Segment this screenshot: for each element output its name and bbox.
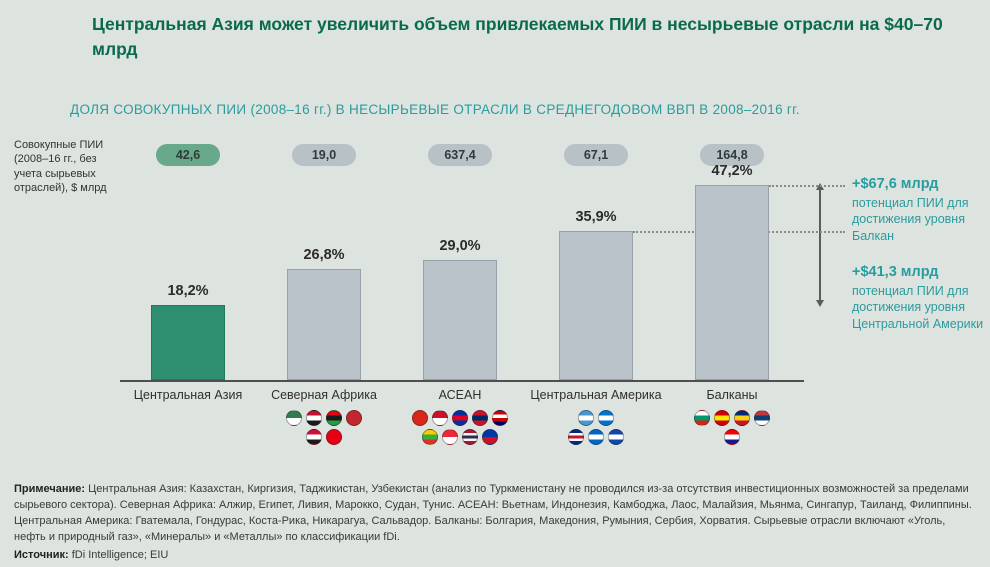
flag-icon — [588, 429, 604, 445]
flag-row — [521, 410, 671, 426]
flag-icon — [754, 410, 770, 426]
flag-icon — [346, 410, 362, 426]
dotted-line-balkans-level — [769, 184, 845, 187]
bar-central-america — [559, 231, 633, 380]
flag-icon — [306, 429, 322, 445]
flag-icon — [286, 410, 302, 426]
annotation-central-america-potential: +$41,3 млрд потенциал ПИИ для достижения… — [852, 264, 986, 332]
footnote: Примечание: Центральная Азия: Казахстан,… — [14, 482, 976, 564]
note-label: Примечание: — [14, 483, 86, 495]
flag-icon — [608, 429, 624, 445]
note-line: Примечание: Центральная Азия: Казахстан,… — [14, 482, 976, 546]
flag-group-balkans — [657, 410, 807, 448]
flag-icon — [568, 429, 584, 445]
category-label-asean: АСЕАН — [438, 388, 482, 402]
flag-row — [385, 410, 535, 426]
flag-icon — [452, 410, 468, 426]
category-label-central-america: Центральная Америка — [530, 388, 662, 402]
flag-icon — [578, 410, 594, 426]
flag-icon — [412, 410, 428, 426]
flag-icon — [598, 410, 614, 426]
flag-icon — [472, 410, 488, 426]
bar-balkans — [695, 184, 769, 380]
flag-icon — [326, 429, 342, 445]
flag-icon — [492, 410, 508, 426]
flag-icon — [422, 429, 438, 445]
flag-icon — [326, 410, 342, 426]
flag-row — [249, 429, 399, 445]
bar-asean — [423, 259, 497, 380]
flag-icon — [482, 429, 498, 445]
arrowhead-down-icon — [816, 299, 824, 307]
flag-icon — [462, 429, 478, 445]
flag-icon — [442, 429, 458, 445]
value-label-central-asia: 18,2% — [167, 282, 209, 299]
pill-total-fdi-balkans: 164,8 — [700, 144, 764, 166]
bar-north-africa — [287, 269, 361, 380]
pill-total-fdi-central-asia: 42,6 — [156, 144, 220, 166]
source-text: fDi Intelligence; EIU — [71, 548, 169, 561]
flag-row — [521, 429, 671, 445]
bar-plot: 18,2% 26,8% 29,0% 35,9% 47,2% — [120, 163, 845, 382]
value-label-asean: 29,0% — [439, 237, 481, 254]
chart-title: ДОЛЯ СОВОКУПНЫХ ПИИ (2008–16 гг.) В НЕСЫ… — [70, 102, 800, 117]
annotation-text: потенциал ПИИ для достижения уровня Балк… — [852, 196, 969, 243]
flag-group-asean — [385, 410, 535, 448]
category-label-north-africa: Северная Африка — [271, 388, 377, 402]
flag-row — [249, 410, 399, 426]
flag-icon — [432, 410, 448, 426]
flag-icon — [306, 410, 322, 426]
category-label-balkans: Балканы — [706, 388, 758, 402]
flag-row — [657, 429, 807, 445]
potential-range-arrow — [816, 182, 824, 307]
flag-icon — [694, 410, 710, 426]
value-label-balkans: 47,2% — [711, 162, 753, 179]
flag-icon — [724, 429, 740, 445]
pill-total-fdi-asean: 637,4 — [428, 144, 492, 166]
flag-group-central-america — [521, 410, 671, 448]
annotation-text: потенциал ПИИ для достижения уровня Цент… — [852, 284, 984, 331]
source-line: Источник: fDi Intelligence; EIU — [14, 548, 976, 564]
annotation-value: +$67,6 млрд — [852, 176, 939, 192]
annotation-balkans-potential: +$67,6 млрд потенциал ПИИ для достижения… — [852, 176, 986, 244]
flag-group-north-africa — [249, 410, 399, 448]
bar-central-asia — [151, 304, 225, 380]
value-label-central-america: 35,9% — [575, 209, 617, 226]
page-title: Центральная Азия может увеличить объем п… — [92, 14, 943, 59]
flag-row — [657, 410, 807, 426]
flag-row — [385, 429, 535, 445]
value-label-north-africa: 26,8% — [303, 247, 345, 264]
annotation-value: +$41,3 млрд — [852, 264, 939, 280]
axis-unit-note: Совокупные ПИИ (2008–16 гг., без учета с… — [14, 139, 107, 194]
source-label: Источник: — [14, 548, 69, 561]
flag-icon — [714, 410, 730, 426]
flag-icon — [734, 410, 750, 426]
pill-total-fdi-north-africa: 19,0 — [292, 144, 356, 166]
category-label-central-asia: Центральная Азия — [133, 388, 243, 402]
note-text: Центральная Азия: Казахстан, Киргизия, Т… — [14, 483, 972, 543]
pill-total-fdi-central-america: 67,1 — [564, 144, 628, 166]
